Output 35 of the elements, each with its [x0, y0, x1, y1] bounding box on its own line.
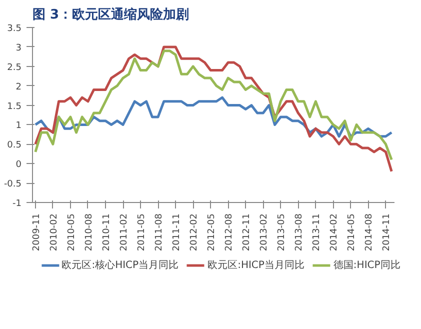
y-tick-label: 3 — [16, 43, 22, 54]
y-tick-label: 1.5 — [7, 102, 22, 112]
y-tick-label: 3.5 — [7, 24, 22, 34]
x-tick-label: 2011-05 — [137, 213, 148, 252]
x-tick-label: 2013-05 — [277, 213, 288, 252]
y-tick-label: -1 — [12, 199, 22, 209]
x-tick-label: 2013-08 — [294, 213, 305, 252]
y-tick-label: 0 — [16, 160, 22, 170]
y-tick-label: 2 — [16, 82, 22, 92]
x-tick-label: 2014-11 — [382, 213, 392, 252]
x-tick-label: 2010-08 — [84, 213, 94, 252]
chart-title: 图 3：欧元区通缩风险加剧 — [32, 6, 190, 22]
x-tick-label: 2010-02 — [49, 213, 60, 252]
y-tick-label: 2.5 — [7, 62, 22, 73]
legend-label: 欧元区:核心HICP当月同比 — [62, 258, 179, 272]
x-tick-label: 2012-08 — [224, 213, 235, 252]
y-tick-label: 1 — [16, 121, 22, 132]
y-tick-label: 0.5 — [7, 140, 22, 151]
x-tick-label: 2012-05 — [207, 213, 218, 252]
x-tick-label: 2014-02 — [330, 213, 340, 252]
x-tick-label: 2014-05 — [347, 213, 358, 252]
x-tick-label: 2010-11 — [102, 213, 112, 252]
x-tick-label: 2012-02 — [190, 213, 200, 252]
x-tick-label: 2012-11 — [242, 213, 252, 252]
x-tick-label: 2011-08 — [154, 213, 165, 252]
legend-label: 欧元区:HICP当月同比 — [208, 258, 304, 272]
x-tick-label: 2011-02 — [120, 213, 130, 252]
y-tick-label: -0.5 — [4, 180, 22, 190]
x-tick-label: 2014-08 — [364, 213, 375, 252]
legend-label: 德国:HICP同比 — [333, 258, 400, 272]
x-tick-label: 2013-11 — [312, 213, 322, 252]
x-tick-label: 2010-05 — [66, 213, 77, 252]
x-tick-label: 2011-11 — [172, 213, 182, 252]
x-tick-label: 2009-11 — [32, 213, 42, 252]
x-tick-label: 2013-02 — [260, 213, 270, 252]
